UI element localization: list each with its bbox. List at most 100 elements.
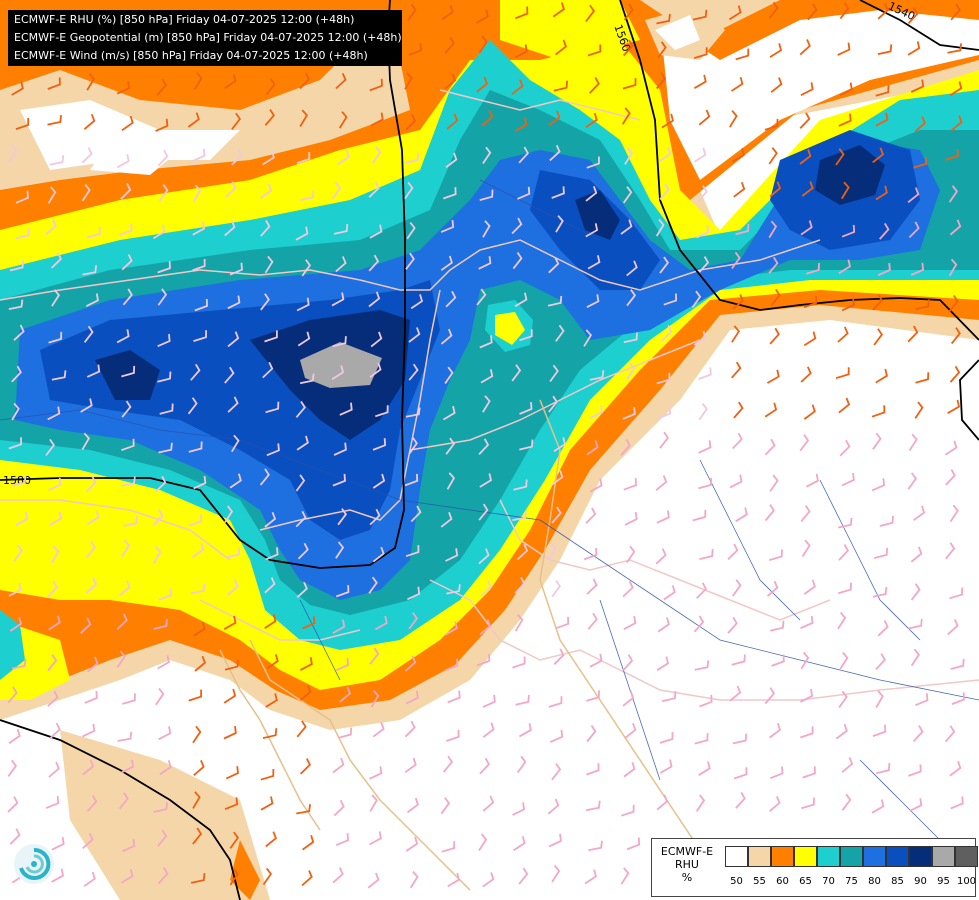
wind-barb <box>913 156 927 169</box>
wind-barb <box>11 402 20 421</box>
wind-barb <box>260 768 275 781</box>
wind-barb <box>907 325 919 343</box>
wind-barb <box>410 294 424 310</box>
legend-swatch <box>817 846 840 867</box>
wind-barb <box>224 505 234 523</box>
wind-barb <box>192 542 205 558</box>
wind-barb <box>47 654 58 672</box>
wind-barb <box>907 187 920 204</box>
wind-barb <box>224 366 235 384</box>
wind-barb <box>803 331 817 347</box>
wind-barb <box>691 290 702 308</box>
wind-barb <box>512 251 523 270</box>
wind-barb <box>621 107 631 125</box>
wind-barb <box>519 329 533 342</box>
wind-barb <box>192 184 202 203</box>
wind-barb <box>479 189 494 201</box>
wind-barb <box>586 294 600 309</box>
wind-barb <box>951 692 965 705</box>
wind-barb <box>732 294 744 310</box>
wind-barb <box>155 118 169 132</box>
wind-barb <box>86 510 100 526</box>
wind-barb <box>82 832 94 849</box>
wind-barb <box>838 259 852 275</box>
wind-barb <box>841 297 855 312</box>
wind-barb <box>835 367 850 379</box>
wind-barb <box>227 579 239 596</box>
wind-barb <box>231 434 240 453</box>
wind-barb <box>915 372 930 384</box>
wind-barb <box>805 473 819 488</box>
wind-barb <box>159 760 172 776</box>
wind-barb <box>188 689 202 702</box>
wind-barb <box>7 759 18 777</box>
wind-barb <box>871 478 886 492</box>
wind-barb <box>659 431 670 449</box>
wind-barb <box>83 113 96 130</box>
wind-barb <box>51 868 65 883</box>
wind-barb <box>512 510 527 522</box>
wind-barb <box>159 403 174 415</box>
wind-barb <box>337 150 350 165</box>
legend-tick-label: 55 <box>753 876 766 887</box>
wind-barb <box>49 154 65 166</box>
wind-barb <box>698 477 713 490</box>
wind-barb <box>335 256 347 273</box>
wind-barb <box>157 655 170 670</box>
wind-barb <box>764 402 778 418</box>
wind-barb <box>157 261 171 274</box>
wind-barb <box>587 255 601 270</box>
wind-barb <box>260 219 271 237</box>
wind-barb <box>48 615 61 631</box>
wind-barb <box>297 331 311 347</box>
wind-barb <box>408 437 418 455</box>
wind-barb <box>877 620 889 637</box>
wind-barb <box>223 688 237 704</box>
wind-barb <box>482 146 492 165</box>
wind-barb <box>624 147 634 165</box>
wind-barb <box>116 650 126 668</box>
wind-barb <box>86 656 99 673</box>
wind-barb <box>405 252 415 270</box>
wind-barb <box>193 621 206 637</box>
wind-barb <box>227 396 239 413</box>
wind-barb <box>408 43 422 57</box>
wind-barb <box>945 542 956 560</box>
wind-barb <box>122 838 136 853</box>
wind-barb <box>190 583 206 595</box>
wind-barb <box>586 690 600 702</box>
wind-barb <box>447 872 460 888</box>
wind-barb <box>801 181 814 197</box>
wind-barb <box>949 365 961 383</box>
wind-barb <box>768 256 779 274</box>
wind-barb <box>51 836 65 851</box>
wind-barb <box>192 827 203 845</box>
wind-barb <box>192 258 206 272</box>
legend-title: ECMWF-E RHU % <box>656 845 718 884</box>
legend-tick-label: 90 <box>914 876 927 887</box>
wind-barb <box>479 619 492 636</box>
wind-barb <box>553 437 567 452</box>
wind-barb <box>514 292 528 307</box>
wind-barb <box>517 186 531 200</box>
wind-barb <box>656 72 667 90</box>
wind-barb <box>622 39 634 57</box>
wind-barb <box>910 262 925 276</box>
wind-barb <box>15 511 29 526</box>
wind-barb <box>442 405 456 421</box>
wind-barb <box>332 619 346 634</box>
wind-barb <box>409 870 419 889</box>
wind-barb <box>121 365 136 378</box>
wind-barb <box>512 802 526 816</box>
wind-barb <box>265 401 280 414</box>
wind-barb <box>622 690 635 707</box>
wind-barb <box>370 112 384 127</box>
wind-barb <box>299 657 313 671</box>
wind-barb <box>332 867 344 884</box>
wind-barb <box>511 217 523 235</box>
wind-barb <box>155 475 167 493</box>
wind-barb <box>910 583 921 601</box>
wind-barb <box>769 327 780 345</box>
wind-barb <box>224 74 237 89</box>
legend-tick-label: 50 <box>730 876 743 887</box>
